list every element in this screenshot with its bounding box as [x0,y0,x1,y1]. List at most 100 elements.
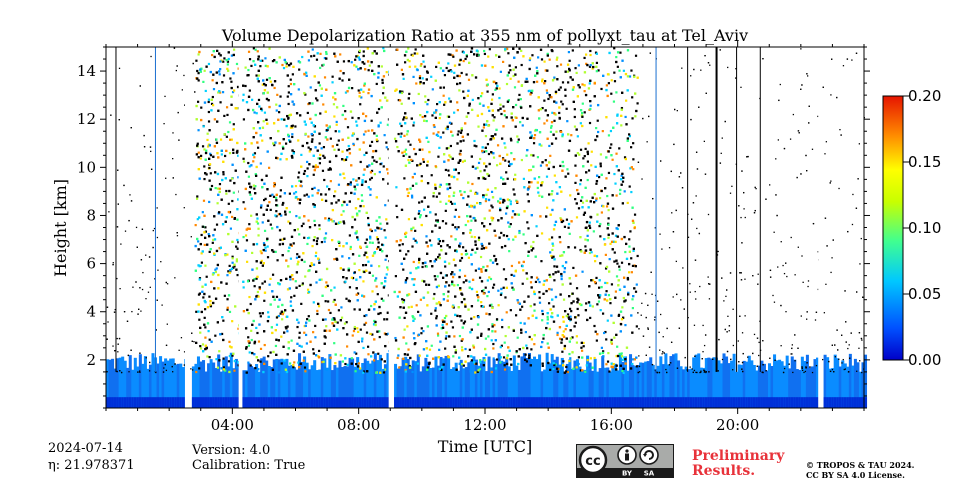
surface-layer-cell [737,397,741,408]
signal-noise-pixel [295,286,298,289]
signal-noise-pixel [242,201,245,204]
signal-noise-pixel [313,125,317,128]
signal-noise-pixel [433,111,436,114]
surface-layer-cell [603,397,607,408]
signal-noise-pixel [568,307,572,310]
boundary-layer-cell [436,365,441,408]
signal-noise-pixel [375,277,378,280]
signal-noise-pixel [444,337,448,340]
signal-noise-pixel [349,247,352,251]
signal-noise-pixel [291,73,294,76]
signal-noise-pixel [529,168,533,172]
boundary-layer-cell [143,356,147,408]
signal-noise-pixel [107,321,109,323]
signal-noise-pixel [703,344,706,347]
signal-noise-pixel [324,318,327,321]
signal-noise-pixel [279,312,282,315]
signal-noise-pixel [420,63,423,66]
signal-noise-pixel [404,148,408,151]
signal-noise-pixel [702,351,704,353]
boundary-layer-cell [810,366,814,408]
surface-layer-cell [692,397,696,408]
signal-noise-pixel [217,193,220,196]
boundary-layer-cell [841,360,845,408]
signal-noise-pixel [257,80,260,83]
surface-layer-cell [578,397,582,408]
surface-layer-cell [181,397,185,408]
signal-noise-pixel [264,84,267,87]
signal-noise-pixel [600,87,603,91]
signal-noise-pixel [203,177,206,181]
signal-noise-pixel [458,362,461,365]
boundary-layer-cell [709,358,713,408]
signal-noise-pixel [309,340,312,343]
signal-noise-pixel [196,142,199,145]
signal-noise-pixel [653,319,656,321]
boundary-layer-cell [396,368,400,408]
signal-noise-pixel [307,315,310,318]
signal-noise-pixel [484,353,488,356]
signal-noise-pixel [248,351,251,354]
signal-noise-pixel [471,248,474,252]
signal-noise-pixel [320,147,323,150]
surface-layer-cell [383,397,387,408]
signal-noise-pixel [119,370,121,372]
signal-noise-pixel [553,76,556,79]
signal-noise-pixel [132,286,134,288]
signal-noise-pixel [432,195,435,198]
signal-noise-pixel [609,302,612,305]
surface-layer-cell [560,397,564,408]
signal-noise-pixel [440,327,443,330]
surface-layer-cell [318,397,322,408]
boundary-layer-cell [474,359,478,408]
signal-noise-pixel [585,302,588,305]
signal-noise-pixel [344,110,347,113]
signal-noise-pixel [311,194,314,197]
boundary-layer-cell [154,357,158,408]
signal-noise-pixel [161,304,163,306]
signal-noise-pixel [380,297,383,300]
signal-noise-pixel [252,153,255,156]
surface-layer-cell [699,397,703,408]
signal-noise-pixel [497,289,500,292]
signal-noise-pixel [482,150,486,153]
signal-noise-pixel [450,130,453,133]
surface-layer-cell [449,397,453,408]
signal-noise-pixel [534,280,538,284]
signal-noise-pixel [549,368,552,371]
signal-noise-pixel [546,342,549,345]
surface-layer-cell [545,397,549,408]
signal-noise-pixel [366,60,370,63]
surface-layer-cell [596,397,600,408]
signal-noise-pixel [292,65,295,68]
signal-noise-pixel [269,137,272,140]
signal-noise-pixel [487,124,490,127]
signal-noise-pixel [502,356,506,359]
signal-noise-pixel [336,321,339,324]
surface-layer-cell [659,397,663,408]
signal-noise-pixel [284,61,287,64]
surface-layer-cell [611,397,615,408]
signal-noise-pixel [237,327,240,330]
signal-noise-pixel [607,209,610,212]
signal-noise-pixel [374,229,377,232]
boundary-layer-cell [411,360,415,408]
signal-noise-pixel [145,357,147,359]
signal-noise-pixel [386,222,389,225]
surface-layer-cell [330,397,334,408]
signal-noise-pixel [278,104,281,108]
boundary-layer-cell [406,359,410,408]
signal-noise-pixel [370,119,373,122]
surface-layer-cell [725,397,729,408]
signal-noise-pixel [700,370,702,372]
signal-noise-pixel [408,65,411,68]
signal-noise-pixel [474,269,477,272]
signal-noise-pixel [248,223,251,226]
signal-noise-pixel [310,262,313,265]
signal-noise-pixel [541,312,544,316]
signal-noise-pixel [546,91,549,95]
signal-noise-pixel [500,137,504,140]
signal-noise-pixel [507,52,510,55]
boundary-layer-cell [864,354,868,408]
signal-noise-pixel [231,257,234,260]
